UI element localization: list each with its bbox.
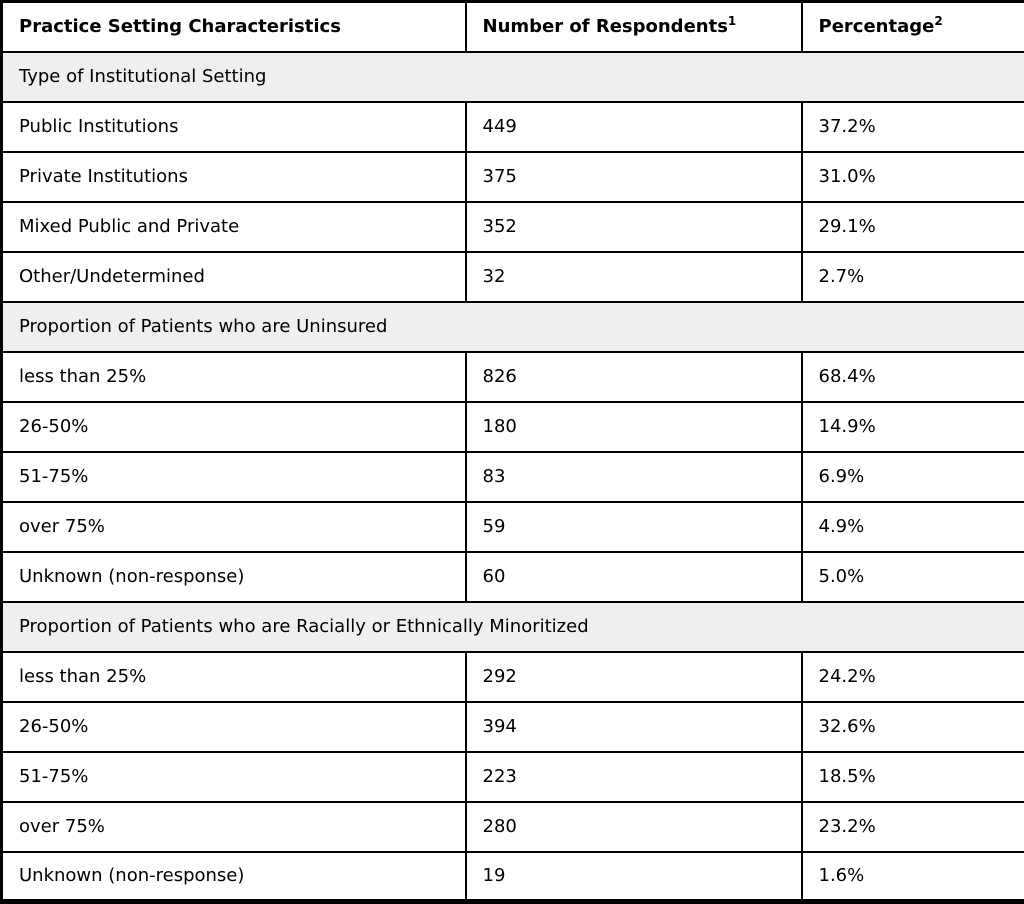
percentage-cell: 31.0% — [802, 152, 1024, 202]
table-row: Unknown (non-response) 19 1.6% — [2, 852, 1024, 902]
percentage-cell: 68.4% — [802, 352, 1024, 402]
table-row: Unknown (non-response) 60 5.0% — [2, 552, 1024, 602]
percentage-cell: 23.2% — [802, 802, 1024, 852]
section-title: Proportion of Patients who are Uninsured — [2, 302, 1024, 352]
percentage-cell: 4.9% — [802, 502, 1024, 552]
respondents-cell: 292 — [466, 652, 802, 702]
respondents-cell: 83 — [466, 452, 802, 502]
percentage-cell: 32.6% — [802, 702, 1024, 752]
row-label-cell: Private Institutions — [2, 152, 466, 202]
respondents-cell: 375 — [466, 152, 802, 202]
row-label-cell: over 75% — [2, 502, 466, 552]
row-label-cell: 26-50% — [2, 402, 466, 452]
percentage-cell: 1.6% — [802, 852, 1024, 902]
percentage-cell: 29.1% — [802, 202, 1024, 252]
section-title: Type of Institutional Setting — [2, 52, 1024, 102]
row-label-cell: Unknown (non-response) — [2, 852, 466, 902]
table-row: less than 25% 292 24.2% — [2, 652, 1024, 702]
respondents-cell: 352 — [466, 202, 802, 252]
header-label: Practice Setting Characteristics — [19, 16, 341, 37]
header-label: Percentage — [819, 16, 935, 37]
table-row: over 75% 59 4.9% — [2, 502, 1024, 552]
row-label-cell: over 75% — [2, 802, 466, 852]
respondents-cell: 394 — [466, 702, 802, 752]
percentage-cell: 37.2% — [802, 102, 1024, 152]
respondents-cell: 280 — [466, 802, 802, 852]
row-label-cell: less than 25% — [2, 352, 466, 402]
section-row-uninsured: Proportion of Patients who are Uninsured — [2, 302, 1024, 352]
table-row: Private Institutions 375 31.0% — [2, 152, 1024, 202]
table-row: 26-50% 180 14.9% — [2, 402, 1024, 452]
table-row: Mixed Public and Private 352 29.1% — [2, 202, 1024, 252]
section-title: Proportion of Patients who are Racially … — [2, 602, 1024, 652]
row-label-cell: 26-50% — [2, 702, 466, 752]
table-row: Public Institutions 449 37.2% — [2, 102, 1024, 152]
respondents-cell: 223 — [466, 752, 802, 802]
respondents-cell: 19 — [466, 852, 802, 902]
row-label-cell: less than 25% — [2, 652, 466, 702]
header-row: Practice Setting Characteristics Number … — [2, 2, 1024, 52]
header-label: Number of Respondents — [483, 16, 728, 37]
percentage-cell: 6.9% — [802, 452, 1024, 502]
table-row: 26-50% 394 32.6% — [2, 702, 1024, 752]
row-label-cell: Mixed Public and Private — [2, 202, 466, 252]
table-row: over 75% 280 23.2% — [2, 802, 1024, 852]
section-row-institutional-setting: Type of Institutional Setting — [2, 52, 1024, 102]
percentage-cell: 18.5% — [802, 752, 1024, 802]
percentage-cell: 24.2% — [802, 652, 1024, 702]
header-cell-characteristics: Practice Setting Characteristics — [2, 2, 466, 52]
respondents-cell: 826 — [466, 352, 802, 402]
respondents-cell: 180 — [466, 402, 802, 452]
section-row-minoritized: Proportion of Patients who are Racially … — [2, 602, 1024, 652]
respondents-cell: 32 — [466, 252, 802, 302]
percentage-cell: 14.9% — [802, 402, 1024, 452]
row-label-cell: Unknown (non-response) — [2, 552, 466, 602]
header-cell-percentage: Percentage2 — [802, 2, 1024, 52]
percentage-cell: 5.0% — [802, 552, 1024, 602]
respondents-cell: 60 — [466, 552, 802, 602]
footnote-marker: 1 — [728, 14, 736, 28]
table-row: 51-75% 223 18.5% — [2, 752, 1024, 802]
header-cell-respondents: Number of Respondents1 — [466, 2, 802, 52]
table-row: less than 25% 826 68.4% — [2, 352, 1024, 402]
row-label-cell: Other/Undetermined — [2, 252, 466, 302]
row-label-cell: 51-75% — [2, 452, 466, 502]
row-label-cell: 51-75% — [2, 752, 466, 802]
respondents-cell: 59 — [466, 502, 802, 552]
percentage-cell: 2.7% — [802, 252, 1024, 302]
row-label-cell: Public Institutions — [2, 102, 466, 152]
table-row: Other/Undetermined 32 2.7% — [2, 252, 1024, 302]
table-row: 51-75% 83 6.9% — [2, 452, 1024, 502]
footnote-marker: 2 — [934, 14, 942, 28]
respondents-cell: 449 — [466, 102, 802, 152]
